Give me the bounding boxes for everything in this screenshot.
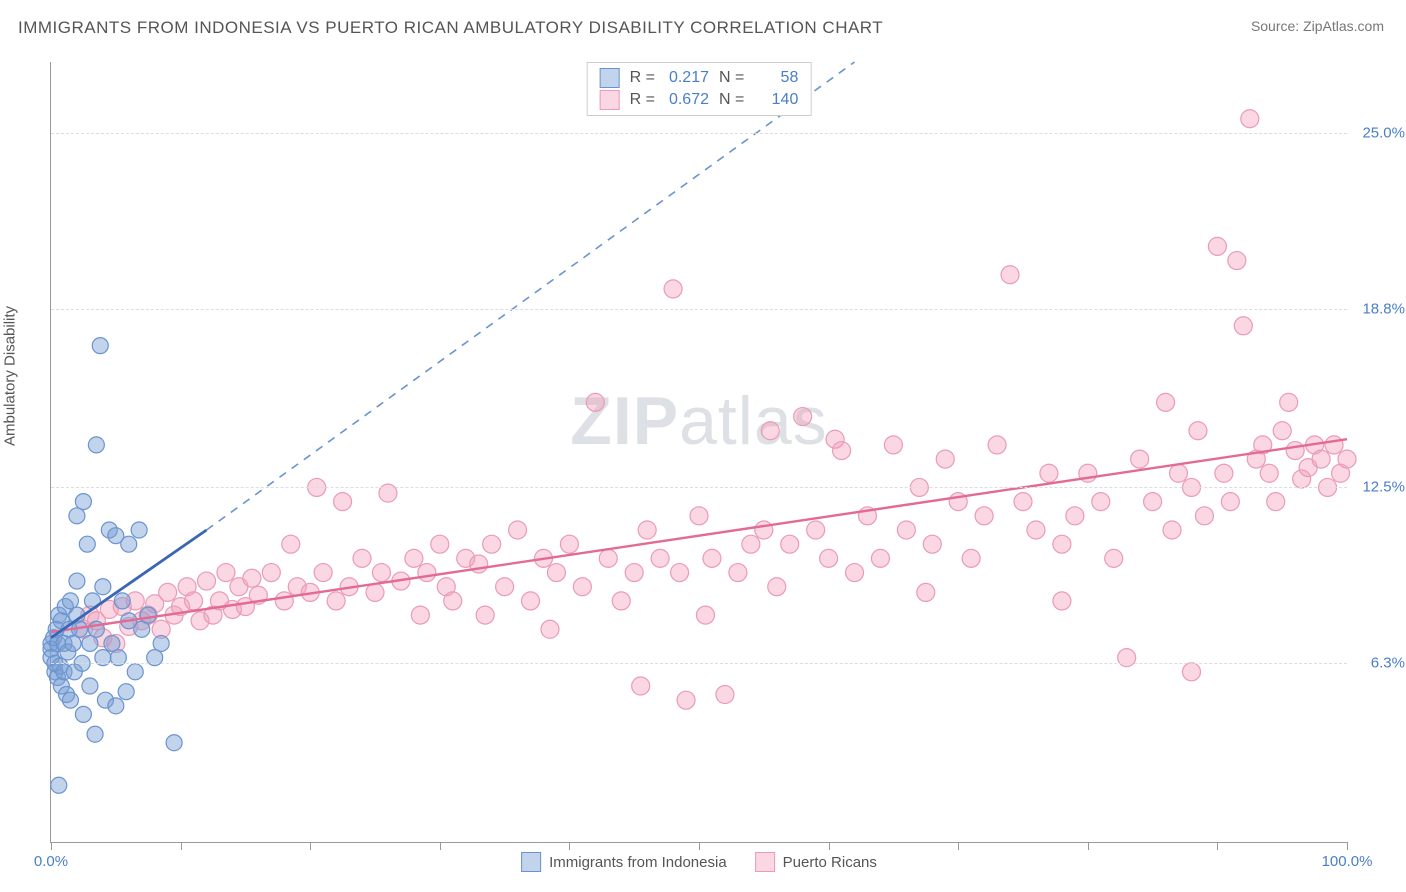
swatch-blue-icon	[521, 852, 541, 872]
correlation-legend: R = 0.217 N = 58 R = 0.672 N = 140	[587, 62, 812, 116]
source-label: Source: ZipAtlas.com	[1251, 18, 1384, 34]
n-value-blue: 58	[750, 69, 798, 87]
r-value-blue: 0.217	[661, 69, 709, 87]
legend-row-pink: R = 0.672 N = 140	[598, 89, 801, 111]
n-label-pink: N =	[719, 91, 744, 109]
y-tick-label: 12.5%	[1362, 479, 1405, 496]
x-tick	[1347, 842, 1348, 850]
bottom-legend-label-pink: Puerto Ricans	[783, 854, 877, 871]
chart-title: IMMIGRANTS FROM INDONESIA VS PUERTO RICA…	[18, 18, 883, 38]
x-tick	[829, 842, 830, 850]
gridline	[51, 309, 1347, 310]
x-tick	[1217, 842, 1218, 850]
x-tick	[181, 842, 182, 850]
x-tick-label: 0.0%	[34, 853, 68, 870]
swatch-blue	[600, 68, 620, 88]
x-tick	[310, 842, 311, 850]
chart-svg	[51, 62, 1347, 842]
x-tick	[1088, 842, 1089, 850]
r-label-blue: R =	[630, 69, 655, 87]
r-label-pink: R =	[630, 91, 655, 109]
gridline	[51, 663, 1347, 664]
bottom-legend-label-blue: Immigrants from Indonesia	[549, 854, 727, 871]
x-tick-label: 100.0%	[1322, 853, 1373, 870]
gridline	[51, 133, 1347, 134]
x-tick	[569, 842, 570, 850]
swatch-pink-icon	[755, 852, 775, 872]
x-tick	[958, 842, 959, 850]
n-label-blue: N =	[719, 69, 744, 87]
legend-row-blue: R = 0.217 N = 58	[598, 67, 801, 89]
swatch-pink	[600, 90, 620, 110]
y-tick-label: 25.0%	[1362, 124, 1405, 141]
bottom-legend-item-blue: Immigrants from Indonesia	[521, 852, 727, 872]
y-axis-label: Ambulatory Disability	[2, 306, 19, 446]
y-tick-label: 6.3%	[1371, 655, 1405, 672]
plot-area: ZIPatlas R = 0.217 N = 58 R = 0.672 N = …	[50, 62, 1347, 843]
r-value-pink: 0.672	[661, 91, 709, 109]
y-tick-label: 18.8%	[1362, 300, 1405, 317]
x-tick	[699, 842, 700, 850]
gridline	[51, 487, 1347, 488]
n-value-pink: 140	[750, 91, 798, 109]
x-tick	[440, 842, 441, 850]
x-tick	[51, 842, 52, 850]
bottom-legend: Immigrants from Indonesia Puerto Ricans	[521, 852, 877, 872]
bottom-legend-item-pink: Puerto Ricans	[755, 852, 877, 872]
